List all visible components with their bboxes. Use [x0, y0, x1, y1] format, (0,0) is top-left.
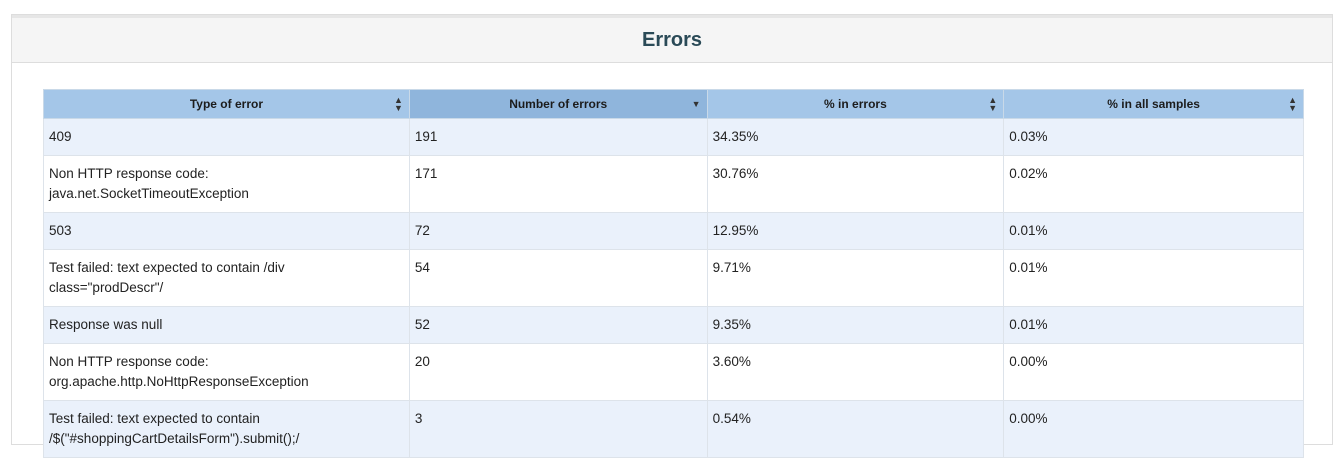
sort-both-icon[interactable]: ▲ ▼: [393, 95, 403, 113]
cell-type-of-error: Test failed: text expected to contain /$(…: [43, 400, 410, 458]
cell-pct-in-errors: 30.76%: [706, 155, 1005, 213]
column-header-label: % in all samples: [1107, 97, 1200, 111]
cell-type-of-error: Non HTTP response code: org.apache.http.N…: [43, 343, 410, 401]
sort-desc-icon[interactable]: ▼: [691, 99, 701, 109]
cell-text: 409: [49, 129, 72, 144]
sort-both-icon[interactable]: ▲ ▼: [1288, 95, 1297, 113]
cell-number-of-errors: 54: [408, 249, 708, 307]
cell-pct-in-all-samples: 0.01%: [1003, 249, 1304, 307]
cell-pct-in-all-samples: 0.00%: [1003, 343, 1304, 401]
cell-text: java.net.SocketTimeoutException: [49, 186, 249, 201]
cell-text: org.apache.http.NoHttpResponseException: [49, 374, 309, 389]
errors-panel: Errors Type of error ▲ ▼ Number of errors…: [11, 14, 1333, 458]
cell-pct-in-errors: 0.54%: [706, 400, 1005, 458]
cell-text: 503: [49, 223, 72, 238]
cell-pct-in-all-samples: 0.02%: [1003, 155, 1304, 213]
cell-number-of-errors: 20: [408, 343, 708, 401]
table-row: Test failed: text expected to contain /$(…: [43, 400, 1304, 458]
table-row: Response was null 52 9.35% 0.01%: [43, 306, 1304, 344]
column-header-number-of-errors[interactable]: Number of errors ▼: [408, 89, 708, 119]
cell-number-of-errors: 171: [408, 155, 708, 213]
column-header-pct-in-all-samples[interactable]: % in all samples ▲ ▼: [1003, 89, 1304, 119]
table-row: 503 72 12.95% 0.01%: [43, 212, 1304, 250]
cell-number-of-errors: 72: [408, 212, 708, 250]
cell-text: Non HTTP response code:: [49, 354, 209, 369]
table-row: Non HTTP response code: java.net.SocketTi…: [43, 155, 1304, 213]
cell-pct-in-errors: 9.35%: [706, 306, 1005, 344]
column-header-label: Number of errors: [509, 97, 608, 111]
column-header-pct-in-errors[interactable]: % in errors ▲ ▼: [706, 89, 1005, 119]
cell-type-of-error: Test failed: text expected to contain /d…: [43, 249, 410, 307]
table-header-row: Type of error ▲ ▼ Number of errors ▼ % in…: [43, 89, 1304, 119]
table-row: Test failed: text expected to contain /d…: [43, 249, 1304, 307]
table-row: Non HTTP response code: org.apache.http.N…: [43, 343, 1304, 401]
cell-number-of-errors: 52: [408, 306, 708, 344]
column-header-label: Type of error: [189, 97, 263, 111]
cell-text: Response was null: [49, 317, 163, 332]
sort-both-icon[interactable]: ▲ ▼: [988, 95, 998, 113]
cell-pct-in-errors: 34.35%: [706, 118, 1005, 156]
panel-heading: Errors: [12, 15, 1332, 63]
table-row: 409 191 34.35% 0.03%: [43, 118, 1304, 156]
cell-text: Non HTTP response code:: [49, 166, 209, 181]
cell-text: Test failed: text expected to contain /d…: [49, 260, 285, 275]
cell-text: /$("#shoppingCartDetailsForm").submit();…: [49, 431, 300, 446]
cell-type-of-error: 503: [43, 212, 410, 250]
cell-pct-in-all-samples: 0.03%: [1003, 118, 1304, 156]
cell-text: class="prodDescr"/: [49, 280, 164, 295]
panel-title: Errors: [641, 28, 703, 51]
errors-table: Type of error ▲ ▼ Number of errors ▼ % in…: [43, 89, 1304, 458]
cell-type-of-error: Response was null: [43, 306, 410, 344]
cell-text: Test failed: text expected to contain: [49, 411, 260, 426]
cell-pct-in-all-samples: 0.01%: [1003, 212, 1304, 250]
cell-type-of-error: 409: [43, 118, 410, 156]
cell-pct-in-all-samples: 0.01%: [1003, 306, 1304, 344]
cell-number-of-errors: 191: [408, 118, 708, 156]
cell-pct-in-errors: 12.95%: [706, 212, 1005, 250]
cell-type-of-error: Non HTTP response code: java.net.SocketTi…: [43, 155, 410, 213]
cell-number-of-errors: 3: [408, 400, 708, 458]
cell-pct-in-errors: 3.60%: [706, 343, 1005, 401]
cell-pct-in-errors: 9.71%: [706, 249, 1005, 307]
column-header-label: % in errors: [824, 97, 887, 111]
cell-pct-in-all-samples: 0.00%: [1003, 400, 1304, 458]
column-header-type-of-error[interactable]: Type of error ▲ ▼: [43, 89, 410, 119]
